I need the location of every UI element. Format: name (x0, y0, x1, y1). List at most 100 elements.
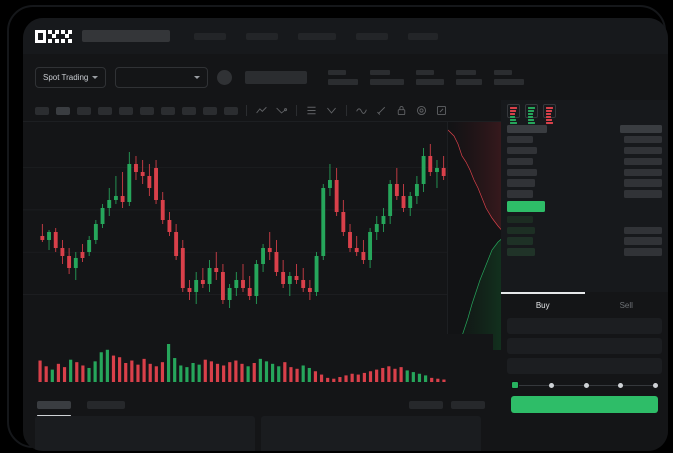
order-book-row[interactable] (507, 201, 662, 213)
order-book-price (507, 226, 535, 235)
order-book-row[interactable] (507, 215, 662, 224)
submit-order-button[interactable] (511, 396, 658, 413)
order-book-row[interactable] (507, 125, 662, 133)
timeframe-chip-1[interactable] (35, 106, 49, 115)
order-book-rows (501, 122, 668, 256)
stepper-dot-1[interactable] (511, 381, 519, 389)
trade-panel: Buy Sell (501, 292, 668, 451)
order-book-row[interactable] (507, 168, 662, 177)
market-stat-label (416, 69, 435, 75)
depth-sell-area (448, 122, 504, 233)
depth-chart-overlay (447, 122, 504, 350)
nav-item-2[interactable] (246, 32, 278, 40)
nav-item-5[interactable] (408, 32, 438, 40)
order-book-row[interactable] (507, 179, 662, 187)
timeframe-chip-8[interactable] (182, 106, 196, 115)
order-book-size (624, 168, 662, 177)
amount-percent-stepper[interactable] (511, 380, 658, 390)
market-stat-label (328, 69, 347, 75)
angle-icon[interactable] (325, 104, 338, 117)
nav-item-1[interactable] (194, 32, 226, 40)
screen: Spot Trading (23, 18, 668, 451)
timeframe-chip-3[interactable] (77, 106, 91, 115)
logo-letter-k (48, 29, 59, 43)
order-amount-field[interactable] (507, 338, 662, 354)
ob-mode-row (546, 122, 553, 124)
toolbar-divider (346, 105, 347, 116)
volume-histogram[interactable] (23, 334, 493, 394)
search-input[interactable] (82, 30, 170, 42)
timeframe-chips (35, 106, 238, 115)
pair-name-label (245, 70, 308, 84)
timeframe-chip-6[interactable] (140, 106, 154, 115)
ob-mode-row (528, 113, 533, 115)
nav-item-4[interactable] (356, 32, 388, 40)
ob-mode-sell[interactable] (543, 104, 556, 124)
order-book-price (507, 179, 535, 187)
timeframe-chip-10[interactable] (224, 106, 238, 115)
order-total-field[interactable] (507, 358, 662, 374)
tab-buy[interactable]: Buy (501, 292, 585, 318)
bottom-panel-right[interactable] (261, 416, 481, 451)
bottom-panel-left[interactable] (35, 416, 255, 451)
order-book-row[interactable] (507, 237, 662, 245)
stepper-dot-3[interactable] (583, 382, 589, 388)
order-book-price (507, 248, 535, 256)
stepper-dot-2[interactable] (548, 382, 554, 388)
ob-mode-row (528, 107, 535, 109)
order-book-row[interactable] (507, 146, 662, 155)
ob-mode-both[interactable] (507, 104, 520, 124)
timeframe-chip-5[interactable] (119, 106, 133, 115)
market-stat-5 (494, 69, 525, 85)
order-book-row[interactable] (507, 190, 662, 198)
bottom-tab-right-2[interactable] (451, 401, 485, 409)
pair-select-dropdown[interactable] (115, 66, 209, 88)
bottom-tab-1[interactable] (37, 401, 71, 416)
ob-mode-row (510, 116, 515, 118)
order-book-price (507, 215, 533, 224)
order-price-field[interactable] (507, 318, 662, 334)
bottom-tab-2[interactable] (87, 401, 125, 409)
timeframe-chip-2[interactable] (56, 106, 70, 115)
lock-icon[interactable] (395, 104, 408, 117)
ob-mode-row (510, 122, 517, 124)
stepper-dot-4[interactable] (618, 382, 624, 388)
fullscreen-icon[interactable] (435, 104, 448, 117)
timeframe-chip-4[interactable] (98, 106, 112, 115)
ob-mode-row (546, 110, 552, 112)
order-book-price (507, 125, 547, 133)
order-book-row[interactable] (507, 157, 662, 166)
timeframe-chip-9[interactable] (203, 106, 217, 115)
order-book-row[interactable] (507, 135, 662, 144)
spot-trading-label: Spot Trading (43, 72, 89, 82)
pair-avatar (217, 69, 233, 85)
okx-logo[interactable] (35, 29, 72, 43)
brush-icon[interactable] (375, 104, 388, 117)
spot-trading-select[interactable]: Spot Trading (35, 66, 107, 88)
timeframe-chip-7[interactable] (161, 106, 175, 115)
fib-icon[interactable] (305, 104, 318, 117)
nav-items (194, 32, 438, 40)
volume-histogram-svg (38, 344, 446, 382)
ob-mode-buy[interactable] (525, 104, 538, 124)
ray-icon[interactable] (275, 104, 288, 117)
order-book-size (624, 179, 662, 187)
tab-sell[interactable]: Sell (619, 300, 633, 310)
logo-letter-x (61, 29, 72, 43)
order-book-price (507, 146, 537, 155)
order-book-row[interactable] (507, 248, 662, 256)
ob-mode-row (528, 116, 533, 118)
bottom-tab-right-1[interactable] (409, 401, 443, 409)
trendline-icon[interactable] (255, 104, 268, 117)
market-header: Spot Trading (23, 54, 668, 100)
ob-mode-row (528, 119, 534, 121)
ob-mode-row (510, 110, 516, 112)
order-book-row[interactable] (507, 226, 662, 235)
market-stat-value (328, 78, 359, 85)
nav-item-3[interactable] (298, 32, 336, 40)
wave-icon[interactable] (355, 104, 368, 117)
magnet-icon[interactable] (415, 104, 428, 117)
ob-mode-row (546, 116, 551, 118)
market-stat-value (370, 78, 405, 85)
stepper-dot-5[interactable] (653, 382, 658, 388)
